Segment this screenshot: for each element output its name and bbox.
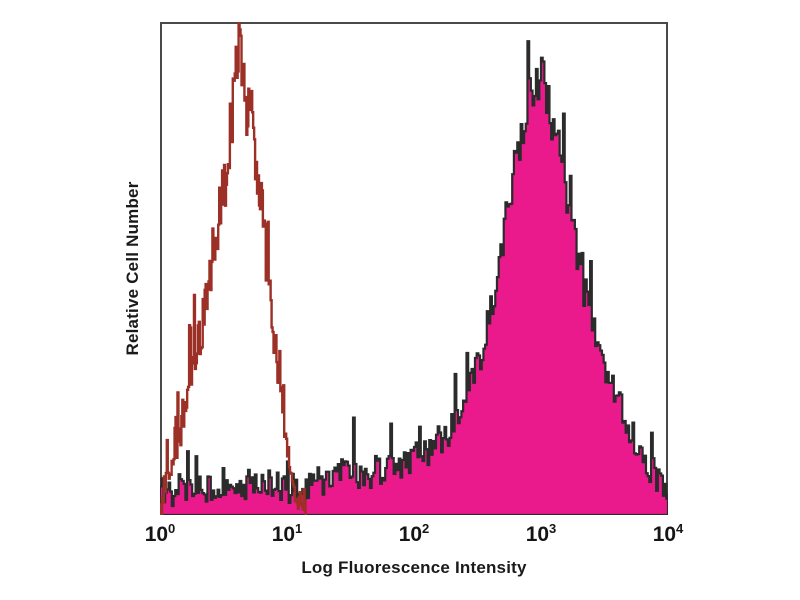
stained-sample-histogram: [160, 40, 668, 515]
x-tick-label-2: 102: [398, 521, 430, 546]
x-tick-label-3: 103: [525, 521, 557, 546]
x-axis-title: Log Fluorescence Intensity: [301, 558, 527, 577]
x-tick-label-4: 104: [652, 521, 684, 546]
x-tick-label-0: 100: [144, 521, 176, 546]
stained-sample-series: [160, 40, 668, 515]
x-tick-label-1: 101: [271, 521, 303, 546]
unstained-control-series: [160, 22, 307, 515]
histogram-plot-area: [160, 22, 668, 515]
y-axis-title: Relative Cell Number: [123, 181, 142, 356]
unstained-control-histogram: [160, 22, 307, 515]
